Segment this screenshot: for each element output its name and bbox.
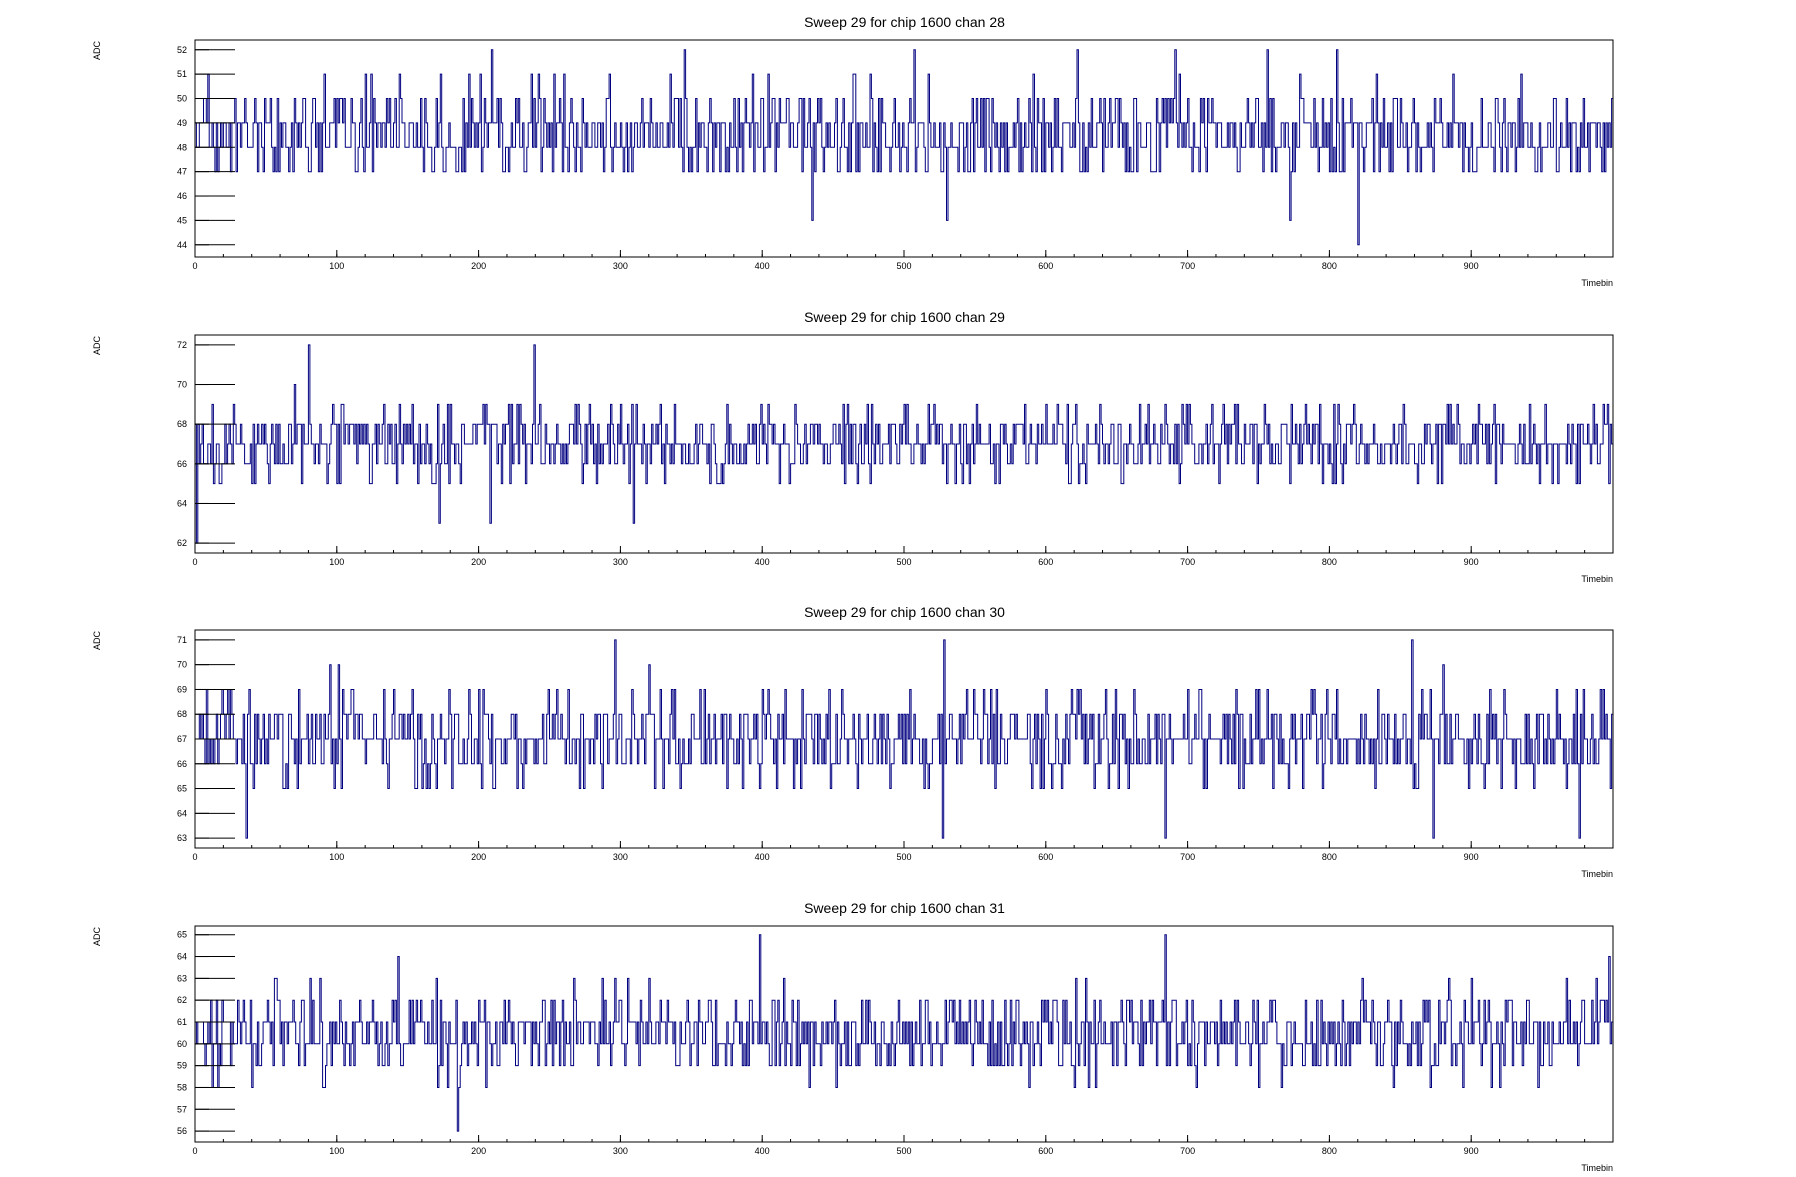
y-tick-label: 68 <box>177 709 187 719</box>
y-tick-label: 64 <box>177 808 187 818</box>
x-tick-label: 700 <box>1180 1146 1195 1156</box>
x-tick-label: 700 <box>1180 852 1195 862</box>
x-tick-label: 100 <box>329 557 344 567</box>
y-axis-label: ADC <box>92 631 102 651</box>
x-tick-label: 200 <box>471 261 486 271</box>
y-tick-label: 62 <box>177 538 187 548</box>
y-tick-label: 61 <box>177 1017 187 1027</box>
y-tick-label: 70 <box>177 660 187 670</box>
x-axis-label: Timebin <box>1581 869 1613 879</box>
x-tick-label: 200 <box>471 1146 486 1156</box>
y-tick-label: 46 <box>177 191 187 201</box>
y-tick-label: 56 <box>177 1126 187 1136</box>
x-tick-label: 900 <box>1464 557 1479 567</box>
x-tick-label: 800 <box>1322 1146 1337 1156</box>
series-line <box>195 49 1613 246</box>
x-tick-label: 600 <box>1038 1146 1053 1156</box>
chart-panel: Sweep 29 for chip 1600 chan 28 ADC Timebin… <box>92 14 1614 288</box>
x-tick-label: 200 <box>471 557 486 567</box>
y-tick-label: 49 <box>177 118 187 128</box>
x-tick-label: 300 <box>613 557 628 567</box>
y-tick-label: 62 <box>177 995 187 1005</box>
x-tick-label: 300 <box>613 1146 628 1156</box>
y-tick-label: 48 <box>177 142 187 152</box>
x-tick-label: 100 <box>329 1146 344 1156</box>
x-tick-label: 600 <box>1038 852 1053 862</box>
x-tick-label: 100 <box>329 852 344 862</box>
x-tick-label: 400 <box>755 557 770 567</box>
y-tick-label: 64 <box>177 952 187 962</box>
chart-panel: Sweep 29 for chip 1600 chan 29 ADC Timebin… <box>92 309 1614 584</box>
x-tick-label: 500 <box>896 261 911 271</box>
series-line <box>195 639 1613 839</box>
y-tick-label: 59 <box>177 1061 187 1071</box>
y-tick-label: 51 <box>177 69 187 79</box>
y-tick-label: 72 <box>177 340 187 350</box>
y-tick-label: 65 <box>177 784 187 794</box>
x-axis-label: Timebin <box>1581 278 1613 288</box>
x-tick-label: 200 <box>471 852 486 862</box>
x-tick-label: 700 <box>1180 261 1195 271</box>
x-tick-label: 300 <box>613 852 628 862</box>
chart-title: Sweep 29 for chip 1600 chan 30 <box>804 604 1005 620</box>
y-tick-label: 67 <box>177 734 187 744</box>
y-tick-label: 66 <box>177 759 187 769</box>
series-line <box>195 934 1613 1132</box>
x-axis-label: Timebin <box>1581 574 1613 584</box>
x-tick-label: 300 <box>613 261 628 271</box>
x-tick-label: 600 <box>1038 557 1053 567</box>
x-tick-label: 0 <box>192 1146 197 1156</box>
y-tick-label: 68 <box>177 419 187 429</box>
x-tick-label: 600 <box>1038 261 1053 271</box>
x-tick-label: 0 <box>192 852 197 862</box>
x-tick-label: 100 <box>329 261 344 271</box>
x-tick-label: 500 <box>896 852 911 862</box>
chart-title: Sweep 29 for chip 1600 chan 31 <box>804 900 1005 916</box>
x-tick-label: 900 <box>1464 852 1479 862</box>
y-tick-label: 57 <box>177 1104 187 1114</box>
y-tick-label: 64 <box>177 498 187 508</box>
y-tick-label: 63 <box>177 973 187 983</box>
y-tick-label: 70 <box>177 380 187 390</box>
x-tick-label: 700 <box>1180 557 1195 567</box>
plot-frame <box>194 39 1614 258</box>
y-tick-label: 47 <box>177 167 187 177</box>
y-axis-label: ADC <box>92 41 102 61</box>
chart-title: Sweep 29 for chip 1600 chan 29 <box>804 309 1005 325</box>
y-tick-label: 63 <box>177 833 187 843</box>
y-tick-label: 69 <box>177 684 187 694</box>
y-tick-label: 58 <box>177 1082 187 1092</box>
x-tick-label: 400 <box>755 261 770 271</box>
x-axis-label: Timebin <box>1581 1163 1613 1172</box>
x-tick-label: 900 <box>1464 261 1479 271</box>
y-tick-label: 44 <box>177 240 187 250</box>
y-axis-label: ADC <box>92 927 102 947</box>
x-tick-label: 0 <box>192 261 197 271</box>
x-tick-label: 900 <box>1464 1146 1479 1156</box>
x-tick-label: 800 <box>1322 852 1337 862</box>
x-tick-label: 800 <box>1322 261 1337 271</box>
x-tick-label: 800 <box>1322 557 1337 567</box>
y-tick-label: 60 <box>177 1039 187 1049</box>
series-line <box>195 344 1613 544</box>
chart-panel: Sweep 29 for chip 1600 chan 30 ADC Timebin… <box>92 604 1614 879</box>
chart-title: Sweep 29 for chip 1600 chan 28 <box>804 14 1005 30</box>
x-tick-label: 400 <box>755 1146 770 1156</box>
x-tick-label: 400 <box>755 852 770 862</box>
y-tick-label: 71 <box>177 635 187 645</box>
chart-panel: Sweep 29 for chip 1600 chan 31 ADC Timebin… <box>92 900 1614 1173</box>
x-tick-label: 0 <box>192 557 197 567</box>
x-tick-label: 500 <box>896 557 911 567</box>
y-axis-label: ADC <box>92 336 102 356</box>
y-tick-label: 65 <box>177 930 187 940</box>
y-tick-label: 45 <box>177 215 187 225</box>
x-tick-label: 500 <box>896 1146 911 1156</box>
y-tick-label: 66 <box>177 459 187 469</box>
y-tick-label: 52 <box>177 45 187 55</box>
y-tick-label: 50 <box>177 94 187 104</box>
